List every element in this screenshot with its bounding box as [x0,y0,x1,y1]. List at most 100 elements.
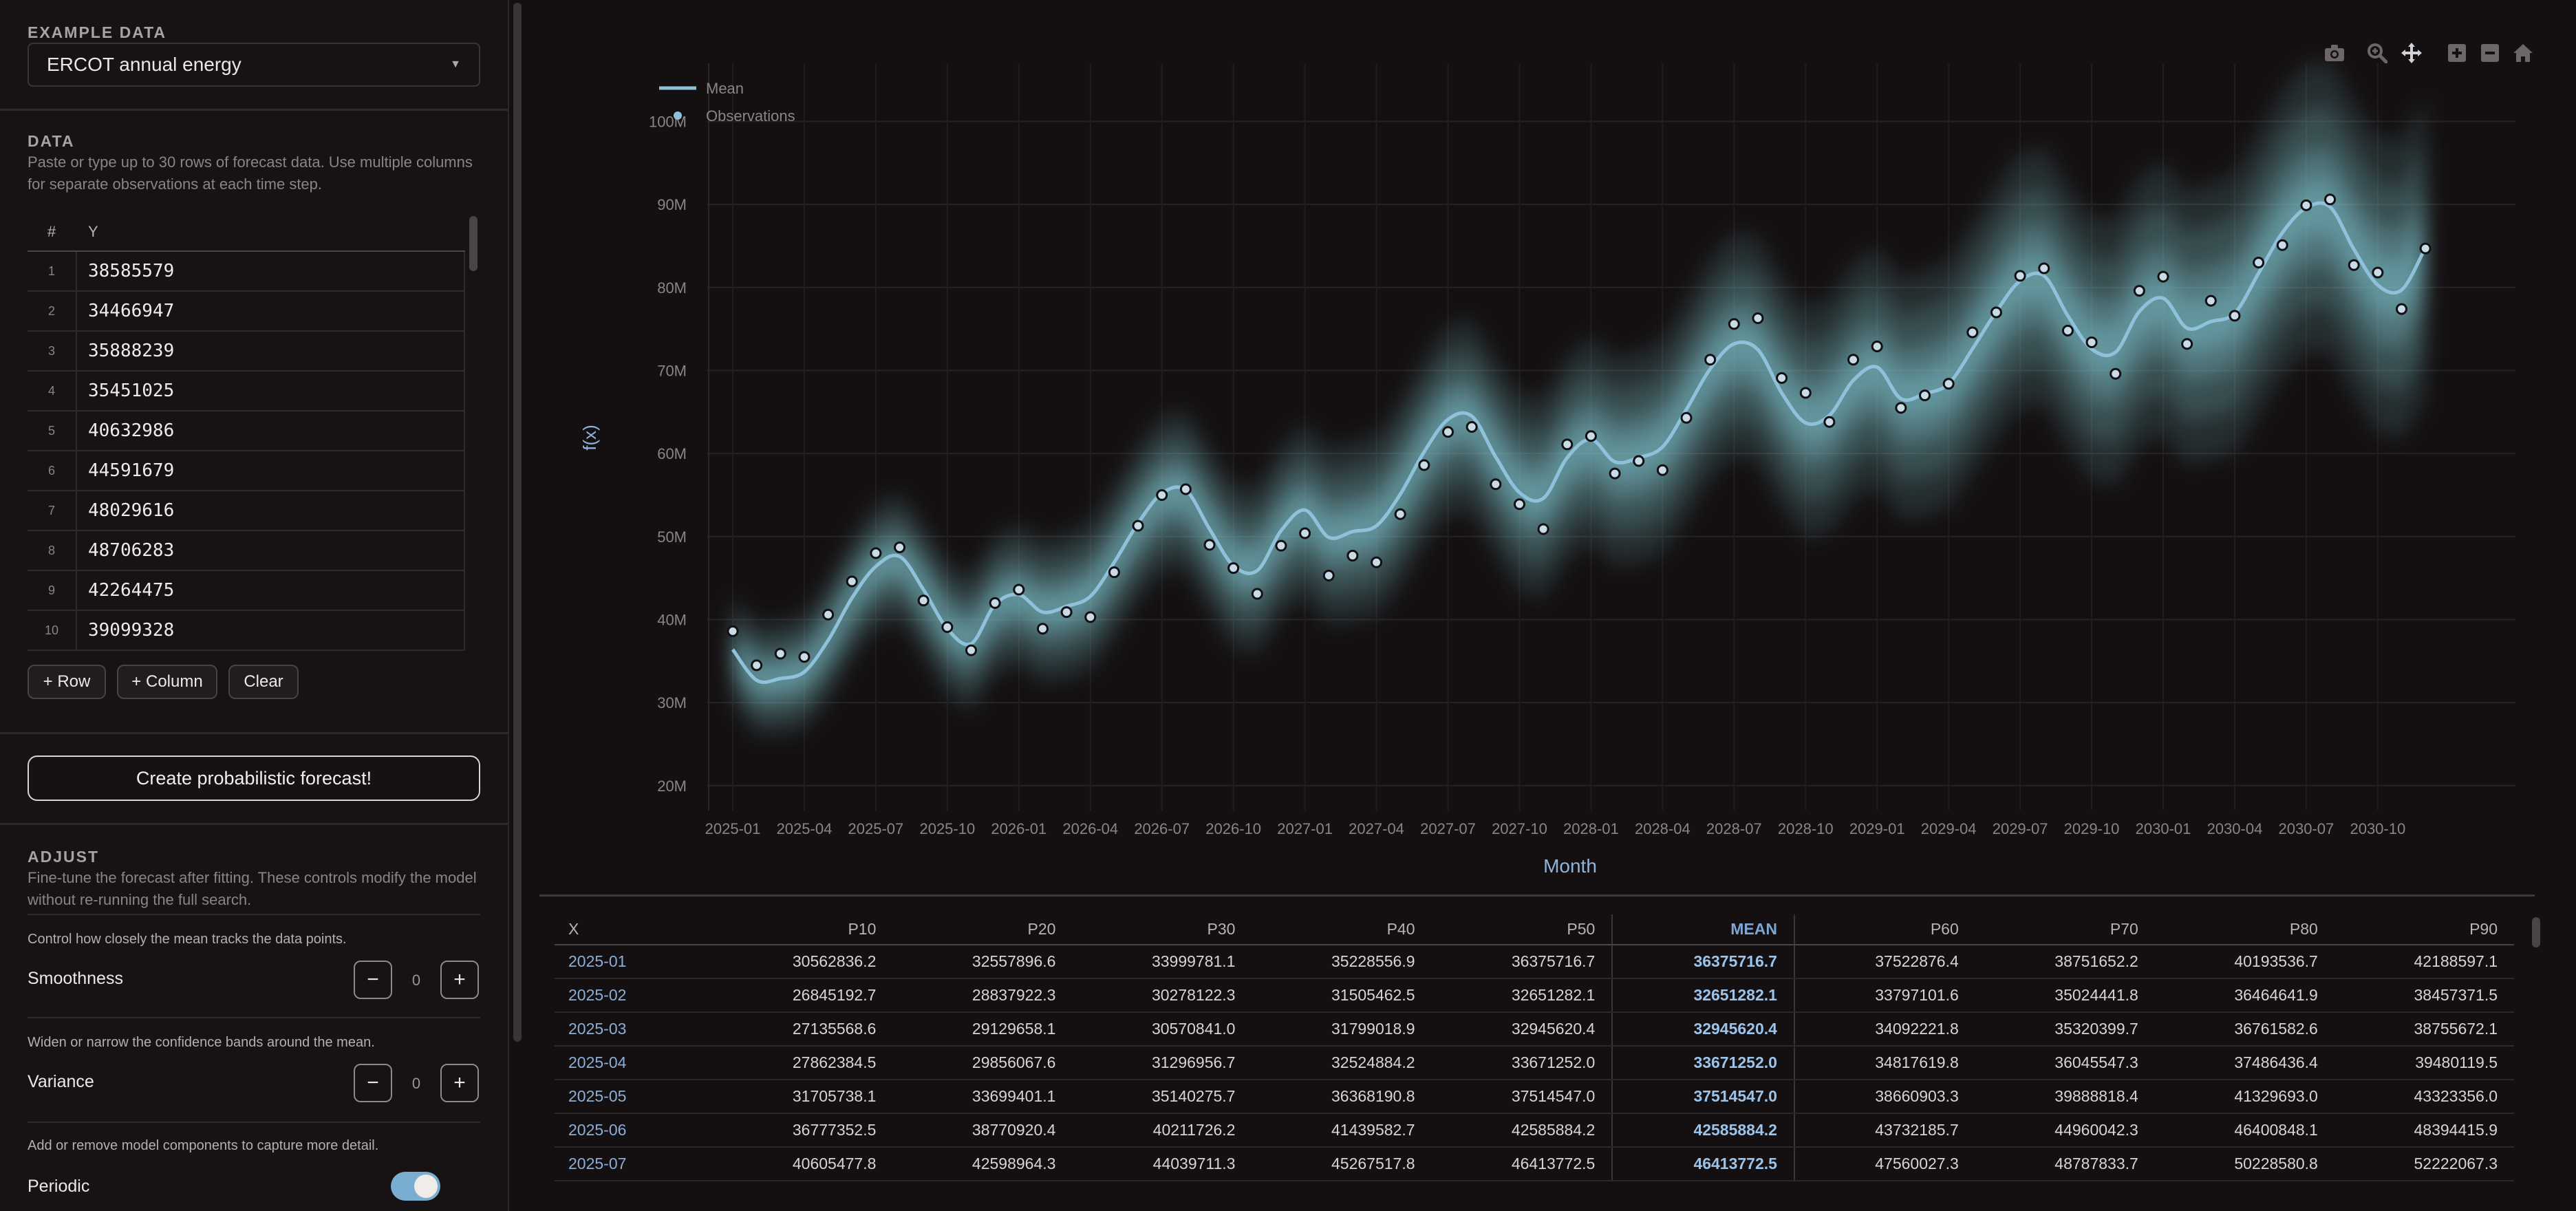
example-data-select[interactable]: ERCOT annual energy ▼ [28,43,480,87]
table-cell: 32524884.2 [1252,1046,1432,1080]
toggle-knob [414,1175,438,1198]
x-tick-label: 2028-10 [1778,820,1834,837]
variance-decrease-button[interactable]: − [354,1064,392,1102]
periodic-toggle[interactable] [391,1172,440,1201]
column-header-p40[interactable]: P40 [1252,914,1432,945]
column-header-mean[interactable]: MEAN [1611,914,1795,945]
table-cell: 48394415.9 [2334,1113,2514,1148]
observation-point [1799,387,1812,399]
observation-point [1418,459,1430,471]
y-tick-label: 70M [657,362,687,379]
column-header-p20[interactable]: P20 [892,914,1073,945]
example-data-title: EXAMPLE DATA [28,23,167,41]
table-cell: 2025-01 [555,945,713,979]
observation-point [1776,372,1788,384]
add-row-button[interactable]: + Row [28,665,106,699]
table-cell: 30562836.2 [713,945,893,979]
zoom-out-icon[interactable] [2478,41,2502,65]
column-header-p10[interactable]: P10 [713,914,893,945]
clear-button[interactable]: Clear [228,665,299,699]
create-forecast-button[interactable]: Create probabilistic forecast! [28,755,480,801]
table-cell: 2025-07 [555,1147,713,1181]
y-value-cell[interactable]: 38585579 [76,252,465,290]
variance-increase-button[interactable]: + [440,1064,479,1102]
y-value-cell[interactable]: 48029616 [76,491,465,530]
y-value-cell[interactable]: 40632986 [76,411,465,450]
y-value-cell[interactable]: 35888239 [76,332,465,370]
smoothness-decrease-button[interactable]: − [354,961,392,999]
y-value-cell[interactable]: 34466947 [76,292,465,330]
column-header-x[interactable]: X [555,914,713,945]
observation-point [1490,478,1502,491]
table-scrollbar[interactable] [2532,917,2540,947]
x-tick-label: 2029-10 [2064,820,2120,837]
row-index: 5 [47,423,55,438]
observation-point [822,608,835,621]
table-cell: 36777352.5 [713,1113,893,1148]
observation-point [2157,270,2169,283]
observation-point [870,547,882,559]
x-tick-label: 2027-07 [1420,820,1476,837]
x-tick-label: 2027-10 [1492,820,1547,837]
table-cell: 38457371.5 [2334,978,2514,1013]
data-grid-scrollbar[interactable] [469,216,477,271]
table-cell: 35140275.7 [1072,1080,1252,1114]
table-cell: 38751652.2 [1975,945,2155,979]
example-data-selected: ERCOT annual energy [47,54,242,75]
index-column-header: # [47,223,56,240]
sidebar-scrollbar[interactable] [513,3,522,1042]
observation-point [2085,336,2098,348]
x-tick-label: 2030-01 [2136,820,2191,837]
table-cell: 34092221.8 [1794,1012,1975,1047]
table-row: 2025-07 40605477.8 42598964.3 44039711.3 452… [555,1147,2514,1181]
zoom-icon[interactable] [2365,41,2389,65]
row-index: 4 [47,383,55,398]
table-row: 2025-04 27862384.5 29856067.6 31296956.7 325… [555,1046,2514,1080]
divider [28,1017,480,1018]
table-cell: 37522876.4 [1794,945,1975,979]
x-tick-label: 2025-04 [777,820,833,837]
add-column-button[interactable]: + Column [117,665,217,699]
column-header-p80[interactable]: P80 [2154,914,2334,945]
sidebar: EXAMPLE DATA ERCOT annual energy ▼ DATA … [0,0,509,1211]
column-header-p50[interactable]: P50 [1431,914,1613,945]
y-value-cell[interactable]: 39099328 [76,611,465,650]
adjust-description-line2: without re-running the full search. [28,891,252,908]
observation-point [941,621,954,633]
row-index: 9 [47,583,55,597]
y-value-cell[interactable]: 44591679 [76,451,465,490]
components-hint: Add or remove model components to captur… [28,1138,379,1153]
data-grid-row: 6 44591679 [28,451,465,491]
column-header-p70[interactable]: P70 [1975,914,2155,945]
row-index: 1 [47,264,55,278]
table-cell: 31799018.9 [1252,1012,1432,1047]
column-header-p60[interactable]: P60 [1794,914,1975,945]
y-value-cell[interactable]: 42264475 [76,571,465,610]
table-cell: 39888818.4 [1975,1080,2155,1114]
reset-home-icon[interactable] [2511,41,2535,65]
pan-icon[interactable] [2400,41,2423,65]
y-column-header[interactable]: Y [88,223,98,240]
y-value-cell[interactable]: 35451025 [76,372,465,410]
confidence-band [733,180,2426,691]
observation-point [1919,389,1931,402]
y-tick-label: 60M [657,445,687,462]
table-cell: 44960042.3 [1975,1113,2155,1148]
column-header-p90[interactable]: P90 [2334,914,2514,945]
x-tick-label: 2025-10 [919,820,975,837]
observation-point [774,647,786,660]
observation-point [1561,438,1574,451]
y-value-cell[interactable]: 48706283 [76,531,465,570]
table-cell: 37514547.0 [1431,1080,1613,1114]
smoothness-increase-button[interactable]: + [440,961,479,999]
table-cell: 36375716.7 [1431,945,1613,979]
x-tick-label: 2028-07 [1706,820,1762,837]
table-cell: 50228580.8 [2154,1147,2334,1181]
zoom-in-icon[interactable] [2445,41,2469,65]
camera-icon[interactable] [2323,41,2346,65]
data-grid-row: 10 39099328 [28,611,465,651]
table-cell: 30278122.3 [1072,978,1252,1013]
table-cell: 41329693.0 [2154,1080,2334,1114]
column-header-p30[interactable]: P30 [1072,914,1252,945]
